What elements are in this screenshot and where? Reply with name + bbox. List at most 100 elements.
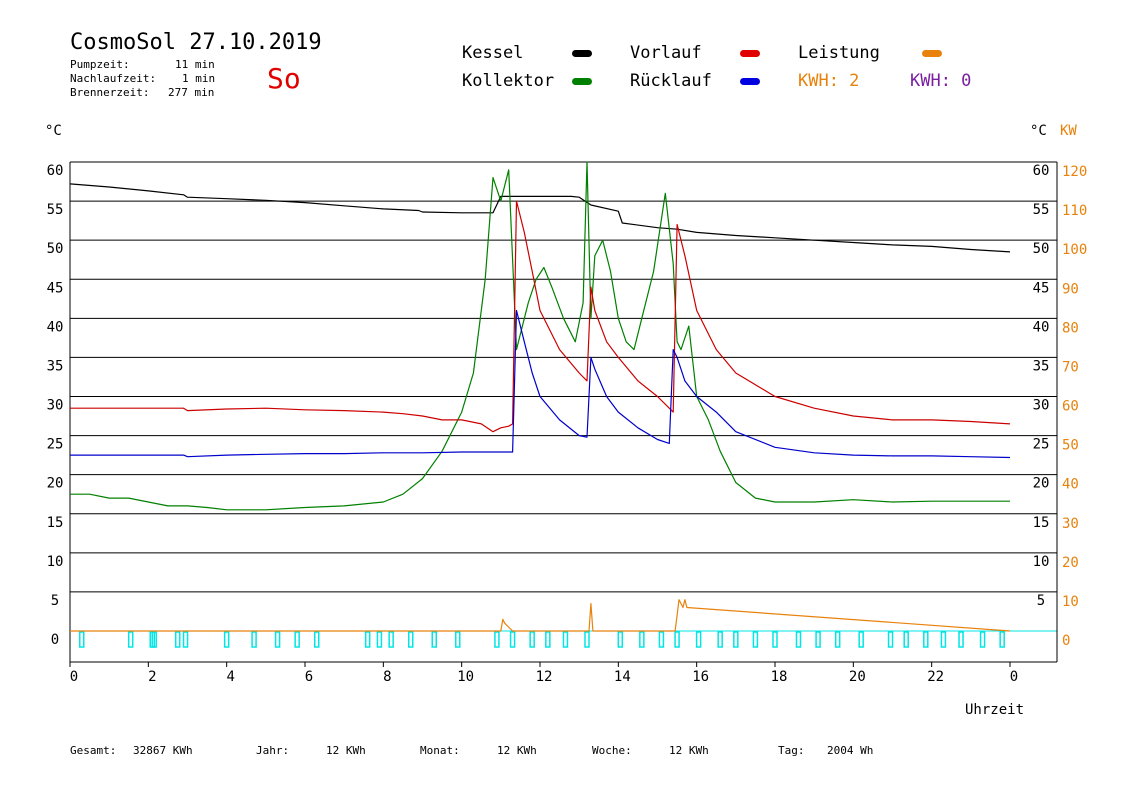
pump-marker xyxy=(274,631,281,648)
x-tick-label: 10 xyxy=(457,669,474,685)
y-tick-label-left: 55 xyxy=(47,202,64,218)
pump-marker xyxy=(903,631,909,648)
right-axis-unit: °C xyxy=(1030,123,1047,139)
footer-gesamt-label: Gesamt: xyxy=(70,744,117,757)
pump-marker xyxy=(674,631,680,648)
pump-marker xyxy=(815,631,821,648)
pump-marker xyxy=(314,631,320,648)
footer-gesamt-value: 32867 KWh xyxy=(133,744,193,757)
pump-marker xyxy=(174,631,181,648)
y2-tick-label: 100 xyxy=(1062,242,1087,258)
y-tick-label-left: 25 xyxy=(47,437,64,453)
pump-marker xyxy=(431,631,437,648)
pump-marker xyxy=(772,631,778,648)
legend-kollektor-label: Kollektor xyxy=(462,71,555,91)
y-tick-label-right: 60 xyxy=(1033,163,1050,179)
y-tick-label-left: 20 xyxy=(47,476,64,492)
y2-tick-label: 30 xyxy=(1062,516,1079,532)
y-tick-label-left: 60 xyxy=(47,163,64,179)
pump-marker xyxy=(658,631,665,648)
pump-marker xyxy=(752,631,759,648)
pump-marker xyxy=(509,631,516,648)
y2-tick-label: 0 xyxy=(1062,633,1070,649)
pump-marker xyxy=(733,631,739,648)
legend-kwh-purple: KWH: 0 xyxy=(910,71,972,91)
footer-jahr-value: 12 KWh xyxy=(326,744,366,757)
pump-marker xyxy=(695,631,702,648)
x-tick-label: 8 xyxy=(383,669,391,685)
footer-tag-label: Tag: xyxy=(778,744,805,757)
pump-marker xyxy=(364,631,371,648)
y-tick-label-right: 25 xyxy=(1033,437,1050,453)
legend-ruecklauf-swatch xyxy=(740,78,760,85)
pump-marker xyxy=(887,631,894,648)
y2-tick-label: 10 xyxy=(1062,594,1079,610)
pump-marker xyxy=(584,631,590,648)
stat-brennerzeit-value: 277 min xyxy=(168,86,215,99)
y-tick-label-right: 15 xyxy=(1033,515,1050,531)
stat-brennerzeit-label: Brennerzeit: xyxy=(70,86,150,99)
pump-marker xyxy=(529,631,535,648)
y2-tick-label: 120 xyxy=(1062,164,1087,180)
y-tick-label-left: 10 xyxy=(47,554,64,570)
x-tick-label: 12 xyxy=(536,669,553,685)
footer-woche-value: 12 KWh xyxy=(669,744,709,757)
y2-tick-label: 70 xyxy=(1062,359,1079,375)
pump-marker xyxy=(294,631,300,648)
chart-title: CosmoSol 27.10.2019 xyxy=(70,30,322,55)
stat-nachlaufzeit-value: 1 min xyxy=(182,72,216,85)
series-line-kollektor xyxy=(70,161,1010,511)
y2-tick-label: 60 xyxy=(1062,399,1079,415)
stat-pumpzeit-label: Pumpzeit: xyxy=(70,58,130,71)
left-axis-unit: °C xyxy=(45,123,62,139)
stat-nachlaufzeit-label: Nachlaufzeit: xyxy=(70,72,157,85)
y2-tick-label: 110 xyxy=(1062,203,1087,219)
y-tick-label-right: 35 xyxy=(1033,358,1050,374)
legend-kessel-swatch xyxy=(572,50,592,57)
pump-marker xyxy=(455,631,461,648)
x-tick-label: 4 xyxy=(226,669,234,685)
legend-vorlauf-swatch xyxy=(740,50,760,57)
pump-marker xyxy=(127,631,134,648)
series-line-vorlauf xyxy=(70,200,1011,433)
stat-pumpzeit-value: 11 min xyxy=(175,58,215,71)
x-tick-label: 18 xyxy=(771,669,788,685)
x-tick-label: 2 xyxy=(148,669,156,685)
x-tick-label: 22 xyxy=(927,669,944,685)
pump-marker xyxy=(545,631,551,648)
x-tick-label: 0 xyxy=(1010,669,1018,685)
y-tick-label-right: 55 xyxy=(1033,202,1050,218)
y-tick-label-left: 40 xyxy=(47,319,64,335)
y2-tick-label: 80 xyxy=(1062,320,1079,336)
pump-marker xyxy=(182,631,189,648)
y-tick-label-left: 50 xyxy=(47,241,64,257)
pump-marker xyxy=(562,631,569,648)
pump-marker xyxy=(376,631,383,648)
weekday-label: So xyxy=(267,62,301,95)
pump-marker xyxy=(999,631,1005,648)
series-line-leistung xyxy=(70,599,1011,632)
pump-marker xyxy=(858,631,864,648)
series-line-ruecklauf xyxy=(70,309,1011,459)
legend-leistung-label: Leistung xyxy=(798,43,880,63)
legend-leistung-swatch xyxy=(922,50,942,57)
pump-marker xyxy=(408,631,414,648)
y-tick-label-left: 35 xyxy=(47,358,64,374)
series-line-kessel xyxy=(69,183,1011,253)
legend-ruecklauf-label: Rücklauf xyxy=(630,71,712,91)
pump-marker xyxy=(717,631,723,648)
y-tick-label-left: 0 xyxy=(51,632,59,648)
footer-monat-label: Monat: xyxy=(420,744,460,757)
pump-marker xyxy=(388,631,394,648)
pump-marker xyxy=(79,631,85,648)
pump-marker xyxy=(979,631,986,648)
y-tick-label-left: 30 xyxy=(47,398,64,414)
y2-tick-label: 20 xyxy=(1062,555,1079,571)
pump-marker xyxy=(958,631,964,648)
y-tick-label-right: 40 xyxy=(1033,319,1050,335)
pump-marker xyxy=(923,631,929,648)
y-tick-label-left: 15 xyxy=(47,515,64,531)
x-axis-label: Uhrzeit xyxy=(965,702,1025,718)
y2-tick-label: 40 xyxy=(1062,477,1079,493)
x-tick-label: 20 xyxy=(849,669,866,685)
